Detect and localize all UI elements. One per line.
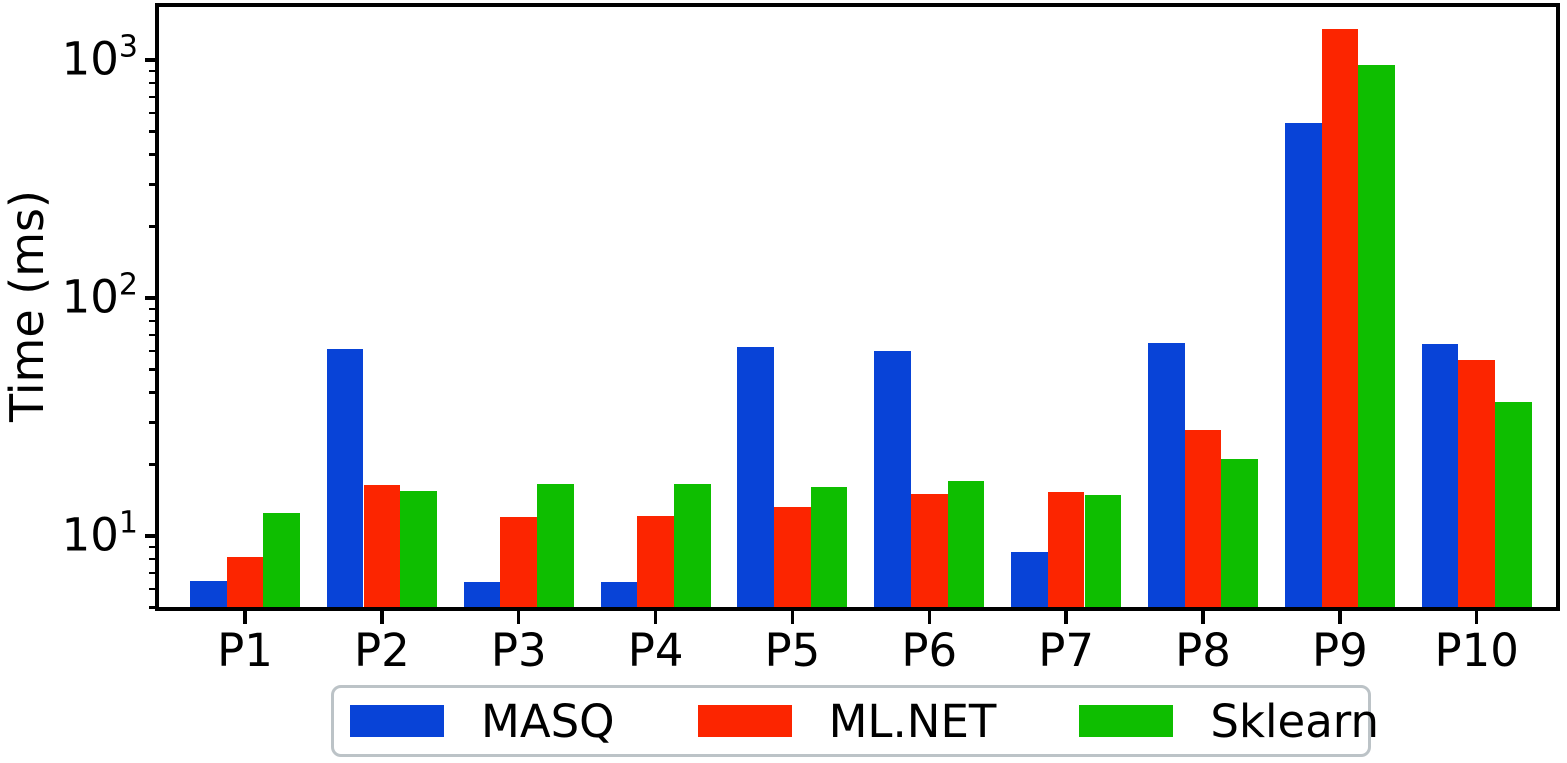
y-minor-tick-9 <box>149 545 155 549</box>
y-tick-exponent: 1 <box>118 505 138 541</box>
y-minor-tick-90 <box>149 307 155 311</box>
x-tick-P2 <box>380 611 384 624</box>
bar-P4-MASQ <box>600 582 638 609</box>
bar-P8-Sklearn <box>1221 459 1259 609</box>
y-minor-tick-40 <box>149 391 155 394</box>
bar-P6-ML.NET <box>910 494 948 609</box>
bar-P10-MASQ <box>1421 344 1459 609</box>
x-tick-P8 <box>1201 611 1205 624</box>
bar-P7-ML.NET <box>1047 492 1085 609</box>
legend-swatch-ML.NET <box>697 705 792 737</box>
legend-item-MASQ: MASQ <box>350 699 615 744</box>
bar-P2-Sklearn <box>400 490 437 609</box>
bar-P7-Sklearn <box>1084 495 1122 609</box>
y-minor-tick-60 <box>149 349 155 353</box>
y-minor-tick-30 <box>149 421 155 424</box>
x-tick-label-P4: P4 <box>627 624 684 677</box>
y-minor-tick-70 <box>149 333 155 337</box>
x-tick-P9 <box>1338 611 1342 624</box>
y-axis-label: Time (ms) <box>0 190 54 422</box>
x-tick-label-P3: P3 <box>490 624 547 677</box>
bar-P9-MASQ <box>1284 122 1322 609</box>
legend-label-ML.NET: ML.NET <box>828 694 997 748</box>
x-tick-P6 <box>927 611 932 624</box>
y-minor-tick-6 <box>149 587 155 591</box>
y-major-tick-1000 <box>145 58 155 62</box>
y-minor-tick-50 <box>149 368 155 371</box>
x-tick-label-P8: P8 <box>1175 624 1231 677</box>
x-tick-P5 <box>790 611 795 624</box>
bar-P8-ML.NET <box>1184 429 1222 609</box>
y-minor-tick-800 <box>149 81 155 85</box>
bar-P8-MASQ <box>1147 342 1185 609</box>
y-minor-tick-200 <box>149 225 155 228</box>
y-minor-tick-7 <box>149 571 155 575</box>
x-tick-label-P2: P2 <box>353 624 410 677</box>
y-tick-exponent: 3 <box>118 29 138 65</box>
y-tick-base: 10 <box>61 32 119 86</box>
x-tick-label-P6: P6 <box>901 624 958 677</box>
bar-P10-Sklearn <box>1495 402 1532 609</box>
bar-P4-Sklearn <box>673 483 711 609</box>
y-tick-exponent: 2 <box>118 267 138 303</box>
legend-swatch-MASQ <box>350 705 444 737</box>
y-tick-label-100: 102 <box>62 270 138 320</box>
y-minor-tick-900 <box>149 69 155 73</box>
x-tick-P10 <box>1474 611 1479 624</box>
y-minor-tick-600 <box>149 111 155 115</box>
y-minor-tick-80 <box>149 319 155 323</box>
bar-P2-ML.NET <box>363 484 401 609</box>
bar-P9-ML.NET <box>1321 28 1359 609</box>
x-tick-P3 <box>516 611 521 624</box>
legend: MASQ ML.NET Sklearn <box>331 685 1379 757</box>
x-tick-label-P1: P1 <box>217 624 273 677</box>
y-minor-tick-400 <box>149 153 155 156</box>
bar-P3-MASQ <box>463 582 501 609</box>
x-tick-label-P9: P9 <box>1311 624 1368 677</box>
legend-label-Sklearn: Sklearn <box>1210 694 1380 748</box>
x-tick-label-P10: P10 <box>1434 624 1519 677</box>
y-tick-base: 10 <box>61 270 119 324</box>
legend-item-Sklearn: Sklearn <box>1079 699 1379 744</box>
x-tick-P1 <box>243 611 247 624</box>
x-tick-P7 <box>1064 611 1068 624</box>
bar-P5-ML.NET <box>774 507 811 609</box>
x-tick-label-P5: P5 <box>764 624 821 677</box>
legend-swatch-Sklearn <box>1079 705 1174 737</box>
bar-P5-Sklearn <box>810 486 848 609</box>
bar-P7-MASQ <box>1011 551 1048 609</box>
x-tick-P4 <box>653 611 658 624</box>
bar-P4-ML.NET <box>637 516 674 609</box>
bar-P6-Sklearn <box>947 480 985 609</box>
x-tick-label-P7: P7 <box>1038 624 1095 677</box>
y-minor-tick-700 <box>149 95 155 99</box>
y-minor-tick-500 <box>149 130 155 133</box>
y-minor-tick-20 <box>149 463 155 466</box>
y-major-tick-100 <box>145 296 155 300</box>
bar-P2-MASQ <box>326 349 364 609</box>
bar-P9-Sklearn <box>1358 65 1395 609</box>
bar-P1-Sklearn <box>263 512 301 609</box>
legend-item-ML.NET: ML.NET <box>697 694 997 748</box>
bar-P3-Sklearn <box>537 484 574 609</box>
y-minor-tick-300 <box>149 183 155 186</box>
y-tick-base: 10 <box>61 508 119 562</box>
y-tick-label-10: 101 <box>62 508 138 558</box>
bar-P10-ML.NET <box>1458 359 1496 609</box>
y-tick-label-1000: 103 <box>62 32 138 82</box>
bar-P1-MASQ <box>189 580 227 609</box>
legend-label-MASQ: MASQ <box>481 694 615 748</box>
bar-P1-ML.NET <box>226 556 264 609</box>
y-minor-tick-8 <box>149 557 155 561</box>
bar-P3-ML.NET <box>500 517 538 609</box>
y-minor-tick-5 <box>149 606 155 609</box>
bar-P6-MASQ <box>874 350 911 609</box>
bar-P5-MASQ <box>737 347 775 609</box>
y-major-tick-10 <box>145 534 155 538</box>
